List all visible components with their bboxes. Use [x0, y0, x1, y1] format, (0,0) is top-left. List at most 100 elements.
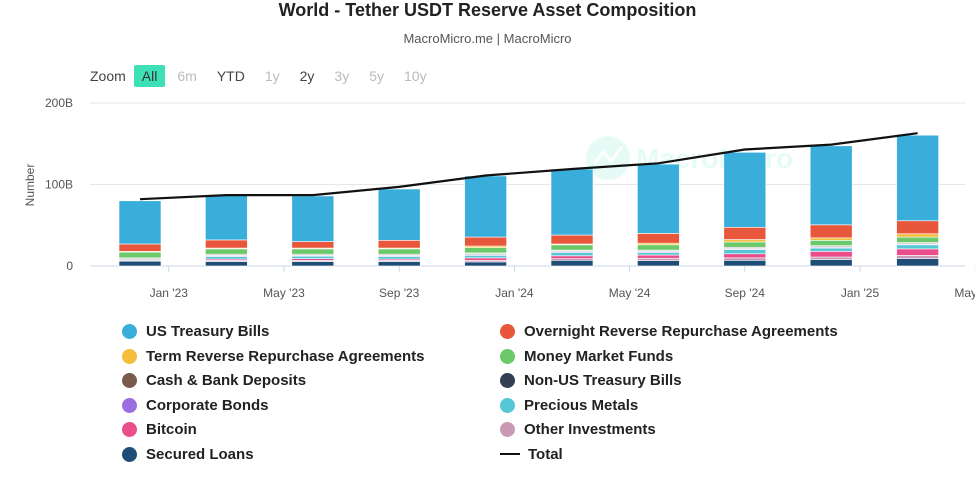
bar-segment-bitcoin[interactable] — [723, 253, 767, 259]
zoom-label: Zoom — [90, 68, 126, 84]
bar-segment-money-market-funds[interactable] — [205, 248, 248, 255]
zoom-5y-button[interactable]: 5y — [369, 68, 384, 84]
legend-item-precious-metals[interactable]: Precious Metals — [500, 397, 638, 414]
bar-segment-money-market-funds[interactable] — [291, 248, 335, 255]
bar-segment-money-market-funds[interactable] — [550, 244, 594, 251]
bar-segment-bitcoin[interactable] — [637, 254, 680, 259]
legend-marker — [500, 348, 515, 364]
bar-segment-term-reverse-repo[interactable] — [723, 239, 767, 243]
bar-segment-other-investments[interactable] — [637, 257, 680, 262]
bar-segment-secured-loans[interactable] — [896, 258, 939, 267]
bar-segment-overnight-reverse-repo[interactable] — [291, 241, 335, 249]
legend-item-bitcoin[interactable]: Bitcoin — [122, 421, 197, 438]
x-tick-label: May '25 — [954, 286, 975, 300]
bar-segment-precious-metals[interactable] — [637, 252, 680, 256]
bar-segment-term-reverse-repo[interactable] — [896, 233, 939, 238]
bar-segment-overnight-reverse-repo[interactable] — [550, 234, 594, 245]
bar-segment-bitcoin[interactable] — [896, 248, 939, 256]
bar-segment-us-treasury-bills[interactable] — [464, 175, 507, 238]
legend-item-money-market-funds[interactable]: Money Market Funds — [500, 348, 673, 365]
bar-segment-overnight-reverse-repo[interactable] — [464, 236, 507, 247]
bar-segment-secured-loans[interactable] — [550, 259, 594, 267]
bar-segment-precious-metals[interactable] — [723, 249, 767, 255]
bar-segment-us-treasury-bills[interactable] — [291, 195, 335, 242]
legend-label: Other Investments — [524, 421, 656, 438]
chart-title: World - Tether USDT Reserve Asset Compos… — [278, 0, 697, 20]
legend-item-cash-bank-deposits[interactable]: Cash & Bank Deposits — [122, 372, 306, 389]
bar-segment-secured-loans[interactable] — [464, 261, 507, 267]
legend-marker — [122, 324, 137, 339]
legend-item-other-investments[interactable]: Other Investments — [500, 421, 656, 438]
bar-segment-secured-loans[interactable] — [637, 260, 680, 267]
chart-subtitle: MacroMicro.me | MacroMicro — [403, 31, 572, 46]
y-tick-label: 100B — [45, 178, 73, 192]
legend-label: US Treasury Bills — [146, 323, 270, 340]
total-line — [139, 132, 918, 201]
bar-segment-precious-metals[interactable] — [896, 244, 939, 250]
bar-segment-other-investments[interactable] — [723, 257, 767, 261]
bar-segment-us-treasury-bills[interactable] — [377, 188, 421, 241]
zoom-10y-button[interactable]: 10y — [404, 68, 427, 84]
bar-segment-overnight-reverse-repo[interactable] — [809, 224, 853, 239]
bar-segment-money-market-funds[interactable] — [377, 248, 421, 255]
legend-item-non-us-treasury-bills[interactable]: Non-US Treasury Bills — [500, 372, 682, 389]
legend-marker — [122, 397, 137, 413]
bar-segment-secured-loans[interactable] — [809, 259, 853, 267]
bar-segment-overnight-reverse-repo[interactable] — [637, 233, 680, 244]
bar-segment-us-treasury-bills[interactable] — [809, 145, 853, 226]
x-tick-label: Jan '25 — [841, 286, 880, 300]
legend-item-term-reverse-repo[interactable]: Term Reverse Repurchase Agreements — [122, 348, 424, 365]
zoom-2y-button[interactable]: 2y — [299, 68, 315, 84]
bar-segment-overnight-reverse-repo[interactable] — [896, 220, 939, 235]
bar-segment-secured-loans[interactable] — [291, 261, 335, 267]
legend-item-overnight-reverse-repo[interactable]: Overnight Reverse Repurchase Agreements — [500, 323, 838, 340]
zoom-all-button[interactable]: All — [133, 65, 166, 87]
zoom-3y-button[interactable]: 3y — [334, 68, 350, 84]
bar-segment-precious-metals[interactable] — [464, 255, 507, 259]
bar-segment-other-investments[interactable] — [809, 256, 853, 260]
bar-segment-money-market-funds[interactable] — [637, 244, 680, 251]
bar-segment-bitcoin[interactable] — [464, 257, 507, 261]
bar-segment-secured-loans[interactable] — [377, 261, 421, 267]
bar-segment-precious-metals[interactable] — [205, 256, 248, 260]
bar-segment-secured-loans[interactable] — [118, 260, 162, 267]
bar-segment-money-market-funds[interactable] — [809, 240, 853, 246]
bar-segment-us-treasury-bills[interactable] — [550, 168, 594, 236]
y-axis: 0 100B 200B — [45, 96, 73, 273]
bar-segment-precious-metals[interactable] — [550, 252, 594, 257]
legend-marker — [500, 373, 515, 388]
bar-segment-precious-metals[interactable] — [291, 255, 335, 259]
bar-segment-us-treasury-bills[interactable] — [896, 134, 939, 222]
zoom-6m-button[interactable]: 6m — [177, 68, 197, 84]
bar-segment-us-treasury-bills[interactable] — [723, 152, 767, 228]
bar-segment-overnight-reverse-repo[interactable] — [118, 243, 162, 252]
legend-item-total[interactable]: Total — [500, 446, 563, 463]
bar-segment-money-market-funds[interactable] — [896, 236, 939, 243]
legend-item-secured-loans[interactable]: Secured Loans — [122, 446, 254, 463]
legend-marker — [500, 397, 515, 413]
bar-segment-money-market-funds[interactable] — [464, 247, 507, 254]
bar-segment-secured-loans[interactable] — [205, 261, 248, 267]
bar-segment-overnight-reverse-repo[interactable] — [377, 240, 421, 249]
legend-item-us-treasury-bills[interactable]: US Treasury Bills — [122, 323, 269, 340]
x-tick-label: Jan '24 — [495, 286, 534, 300]
legend-label: Cash & Bank Deposits — [146, 372, 307, 389]
bar-segment-us-treasury-bills[interactable] — [118, 200, 162, 245]
bar-segment-other-investments[interactable] — [896, 255, 939, 259]
bar-segment-term-reverse-repo[interactable] — [809, 237, 853, 241]
bar-segment-us-treasury-bills[interactable] — [637, 163, 680, 234]
bar-segment-overnight-reverse-repo[interactable] — [205, 239, 248, 249]
bar-segment-money-market-funds[interactable] — [118, 251, 162, 259]
bar-segment-money-market-funds[interactable] — [723, 241, 767, 248]
zoom-ytd-button[interactable]: YTD — [216, 68, 245, 84]
legend-item-corporate-bonds[interactable]: Corporate Bonds — [122, 397, 269, 414]
bar-segment-us-treasury-bills[interactable] — [205, 194, 248, 241]
bar-segment-overnight-reverse-repo[interactable] — [723, 226, 767, 240]
bar-segment-precious-metals[interactable] — [809, 247, 853, 252]
bar-segment-precious-metals[interactable] — [377, 256, 421, 260]
bar-segment-bitcoin[interactable] — [809, 251, 853, 258]
legend-marker — [500, 453, 520, 455]
bar-segment-secured-loans[interactable] — [723, 259, 767, 267]
bar-segment-bitcoin[interactable] — [550, 255, 594, 259]
zoom-1y-button[interactable]: 1y — [264, 68, 280, 84]
